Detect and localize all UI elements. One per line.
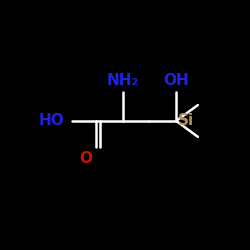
Text: O: O <box>79 151 92 166</box>
Text: OH: OH <box>163 73 189 88</box>
Text: HO: HO <box>38 113 64 128</box>
Text: NH₂: NH₂ <box>107 73 139 88</box>
Text: Si: Si <box>178 113 194 128</box>
